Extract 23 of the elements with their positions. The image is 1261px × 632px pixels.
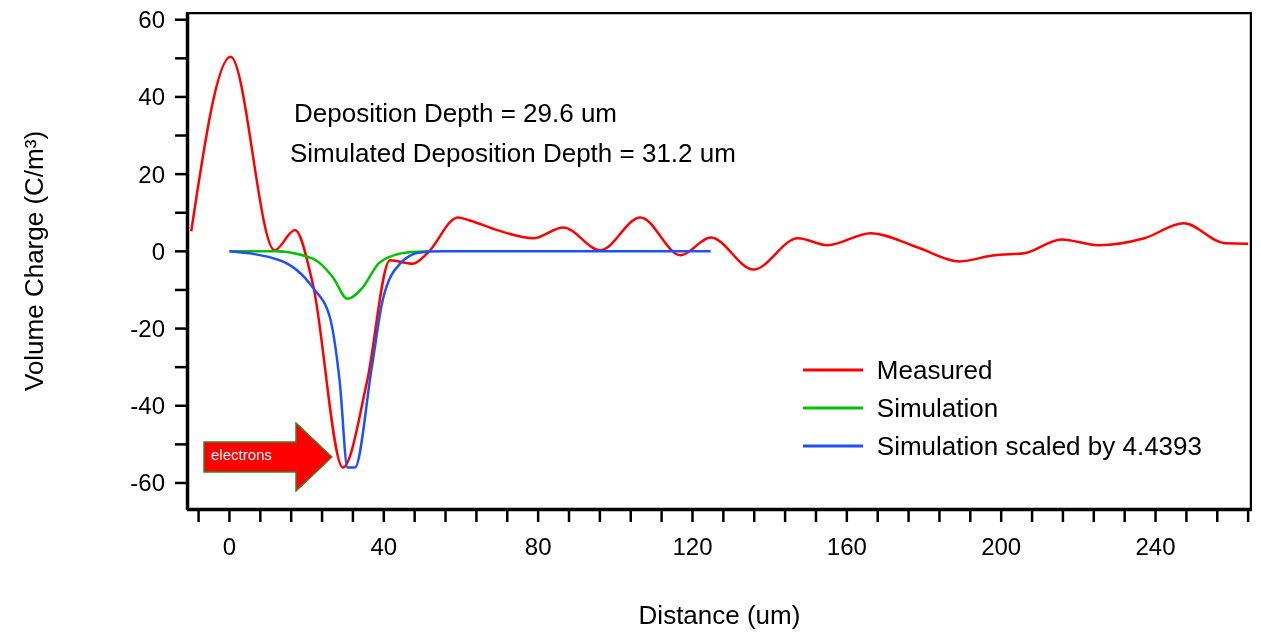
y-tick-label: 20: [138, 160, 165, 188]
x-tick-label: 0: [222, 533, 237, 561]
y-axis-title: Volume Charge (C/m³): [19, 130, 50, 392]
line-series: [190, 55, 1250, 469]
x-tick-label: 240: [1135, 533, 1176, 561]
y-tick-label: -20: [130, 315, 165, 343]
legend-label: Measured: [876, 354, 993, 386]
annotation: Simulated Deposition Depth = 31.2 um: [290, 138, 736, 169]
x-tick-label: 160: [826, 533, 867, 561]
x-tick-label: 120: [672, 533, 713, 561]
y-tick-label: -60: [130, 469, 165, 497]
y-tick-label: 40: [138, 83, 165, 111]
x-axis-title: Distance (um): [638, 600, 801, 630]
y-tick-label: 0: [151, 237, 165, 265]
y-tick-label: -40: [130, 392, 165, 420]
x-tick-label: 200: [981, 533, 1022, 561]
annotation: Deposition Depth = 29.6 um: [294, 98, 618, 129]
x-tick-label: 80: [524, 533, 552, 561]
x-tick-label: 40: [370, 533, 398, 561]
annotation: electrons: [211, 446, 272, 463]
legend-label: Simulation scaled by 4.4393: [876, 430, 1202, 462]
y-tick-label: 60: [138, 6, 165, 34]
legend-label: Simulation: [876, 392, 999, 424]
